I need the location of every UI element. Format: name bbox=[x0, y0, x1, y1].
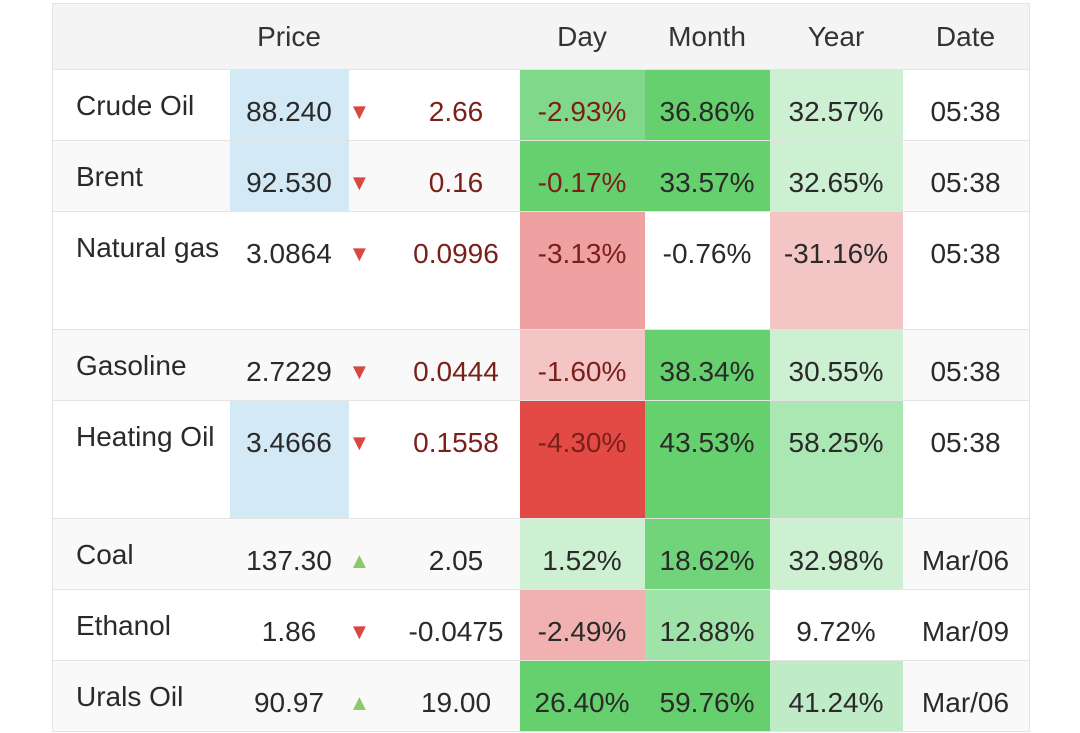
arrow-down-icon: ▼ bbox=[348, 329, 393, 401]
price-cell: 3.4666 bbox=[229, 400, 349, 519]
day-change-cell: -1.60% bbox=[519, 329, 645, 401]
arrow-down-icon: ▼ bbox=[348, 400, 393, 519]
table-row[interactable]: Heating Oil 3.4666 ▼ 0.1558 -4.30% 43.53% 58.2… bbox=[52, 400, 1029, 519]
date-cell: Mar/06 bbox=[902, 518, 1029, 590]
change-cell: 19.00 bbox=[392, 660, 520, 732]
price-cell: 88.240 bbox=[229, 69, 349, 141]
commodity-name[interactable]: Heating Oil bbox=[52, 400, 230, 519]
date-cell: 05:38 bbox=[902, 211, 1029, 330]
day-change-cell: -3.13% bbox=[519, 211, 645, 330]
commodities-table: Price Day Month Year Date Crude Oil 88.24… bbox=[52, 3, 1030, 732]
year-change-cell: 41.24% bbox=[769, 660, 903, 732]
date-cell: 05:38 bbox=[902, 140, 1029, 212]
month-change-cell: 36.86% bbox=[644, 69, 770, 141]
year-change-cell: 32.65% bbox=[769, 140, 903, 212]
year-change-cell: 58.25% bbox=[769, 400, 903, 519]
table-row[interactable]: Gasoline 2.7229 ▼ 0.0444 -1.60% 38.34% 30.55% 0… bbox=[52, 329, 1029, 401]
arrow-up-icon: ▲ bbox=[348, 518, 393, 590]
day-change-cell: -2.49% bbox=[519, 589, 645, 661]
table-row[interactable]: Brent 92.530 ▼ 0.16 -0.17% 33.57% 32.65% 05:38 bbox=[52, 140, 1029, 212]
month-change-cell: 38.34% bbox=[644, 329, 770, 401]
table-row[interactable]: Natural gas 3.0864 ▼ 0.0996 -3.13% -0.76% -31.… bbox=[52, 211, 1029, 330]
date-cell: 05:38 bbox=[902, 400, 1029, 519]
table-row[interactable]: Ethanol 1.86 ▼ -0.0475 -2.49% 12.88% 9.72% Mar/… bbox=[52, 589, 1029, 661]
day-change-cell: 26.40% bbox=[519, 660, 645, 732]
day-change-cell: -4.30% bbox=[519, 400, 645, 519]
month-change-cell: 33.57% bbox=[644, 140, 770, 212]
price-cell: 137.30 bbox=[229, 518, 349, 590]
change-cell: 2.66 bbox=[392, 69, 520, 141]
change-cell: 0.0444 bbox=[392, 329, 520, 401]
month-change-cell: 18.62% bbox=[644, 518, 770, 590]
commodity-name[interactable]: Crude Oil bbox=[52, 69, 230, 141]
header-year[interactable]: Year bbox=[769, 3, 903, 70]
price-cell: 90.97 bbox=[229, 660, 349, 732]
month-change-cell: 12.88% bbox=[644, 589, 770, 661]
year-change-cell: -31.16% bbox=[769, 211, 903, 330]
change-cell: 0.16 bbox=[392, 140, 520, 212]
arrow-down-icon: ▼ bbox=[348, 140, 393, 212]
header-date[interactable]: Date bbox=[902, 3, 1029, 70]
date-cell: 05:38 bbox=[902, 69, 1029, 141]
month-change-cell: 59.76% bbox=[644, 660, 770, 732]
table-row[interactable]: Urals Oil 90.97 ▲ 19.00 26.40% 59.76% 41.24% Ma… bbox=[52, 660, 1029, 732]
header-day[interactable]: Day bbox=[519, 3, 645, 70]
header-row: Price Day Month Year Date bbox=[52, 3, 1029, 70]
year-change-cell: 32.57% bbox=[769, 69, 903, 141]
price-cell: 3.0864 bbox=[229, 211, 349, 330]
header-price[interactable]: Price bbox=[229, 3, 349, 70]
change-cell: 0.0996 bbox=[392, 211, 520, 330]
commodity-name[interactable]: Brent bbox=[52, 140, 230, 212]
change-cell: -0.0475 bbox=[392, 589, 520, 661]
change-cell: 2.05 bbox=[392, 518, 520, 590]
header-name bbox=[52, 3, 230, 70]
arrow-down-icon: ▼ bbox=[348, 69, 393, 141]
table-row[interactable]: Crude Oil 88.240 ▼ 2.66 -2.93% 36.86% 32.57% 05… bbox=[52, 69, 1029, 141]
year-change-cell: 30.55% bbox=[769, 329, 903, 401]
date-cell: Mar/09 bbox=[902, 589, 1029, 661]
date-cell: Mar/06 bbox=[902, 660, 1029, 732]
header-month[interactable]: Month bbox=[644, 3, 770, 70]
commodity-name[interactable]: Ethanol bbox=[52, 589, 230, 661]
price-cell: 2.7229 bbox=[229, 329, 349, 401]
commodity-name[interactable]: Natural gas bbox=[52, 211, 230, 330]
commodity-name[interactable]: Gasoline bbox=[52, 329, 230, 401]
header-arrow bbox=[348, 3, 393, 70]
date-cell: 05:38 bbox=[902, 329, 1029, 401]
month-change-cell: 43.53% bbox=[644, 400, 770, 519]
day-change-cell: 1.52% bbox=[519, 518, 645, 590]
commodity-name[interactable]: Urals Oil bbox=[52, 660, 230, 732]
change-cell: 0.1558 bbox=[392, 400, 520, 519]
year-change-cell: 32.98% bbox=[769, 518, 903, 590]
month-change-cell: -0.76% bbox=[644, 211, 770, 330]
arrow-down-icon: ▼ bbox=[348, 211, 393, 330]
header-change bbox=[392, 3, 520, 70]
arrow-down-icon: ▼ bbox=[348, 589, 393, 661]
price-cell: 92.530 bbox=[229, 140, 349, 212]
day-change-cell: -0.17% bbox=[519, 140, 645, 212]
year-change-cell: 9.72% bbox=[769, 589, 903, 661]
table-row[interactable]: Coal 137.30 ▲ 2.05 1.52% 18.62% 32.98% Mar/06 bbox=[52, 518, 1029, 590]
day-change-cell: -2.93% bbox=[519, 69, 645, 141]
arrow-up-icon: ▲ bbox=[348, 660, 393, 732]
price-cell: 1.86 bbox=[229, 589, 349, 661]
commodity-name[interactable]: Coal bbox=[52, 518, 230, 590]
